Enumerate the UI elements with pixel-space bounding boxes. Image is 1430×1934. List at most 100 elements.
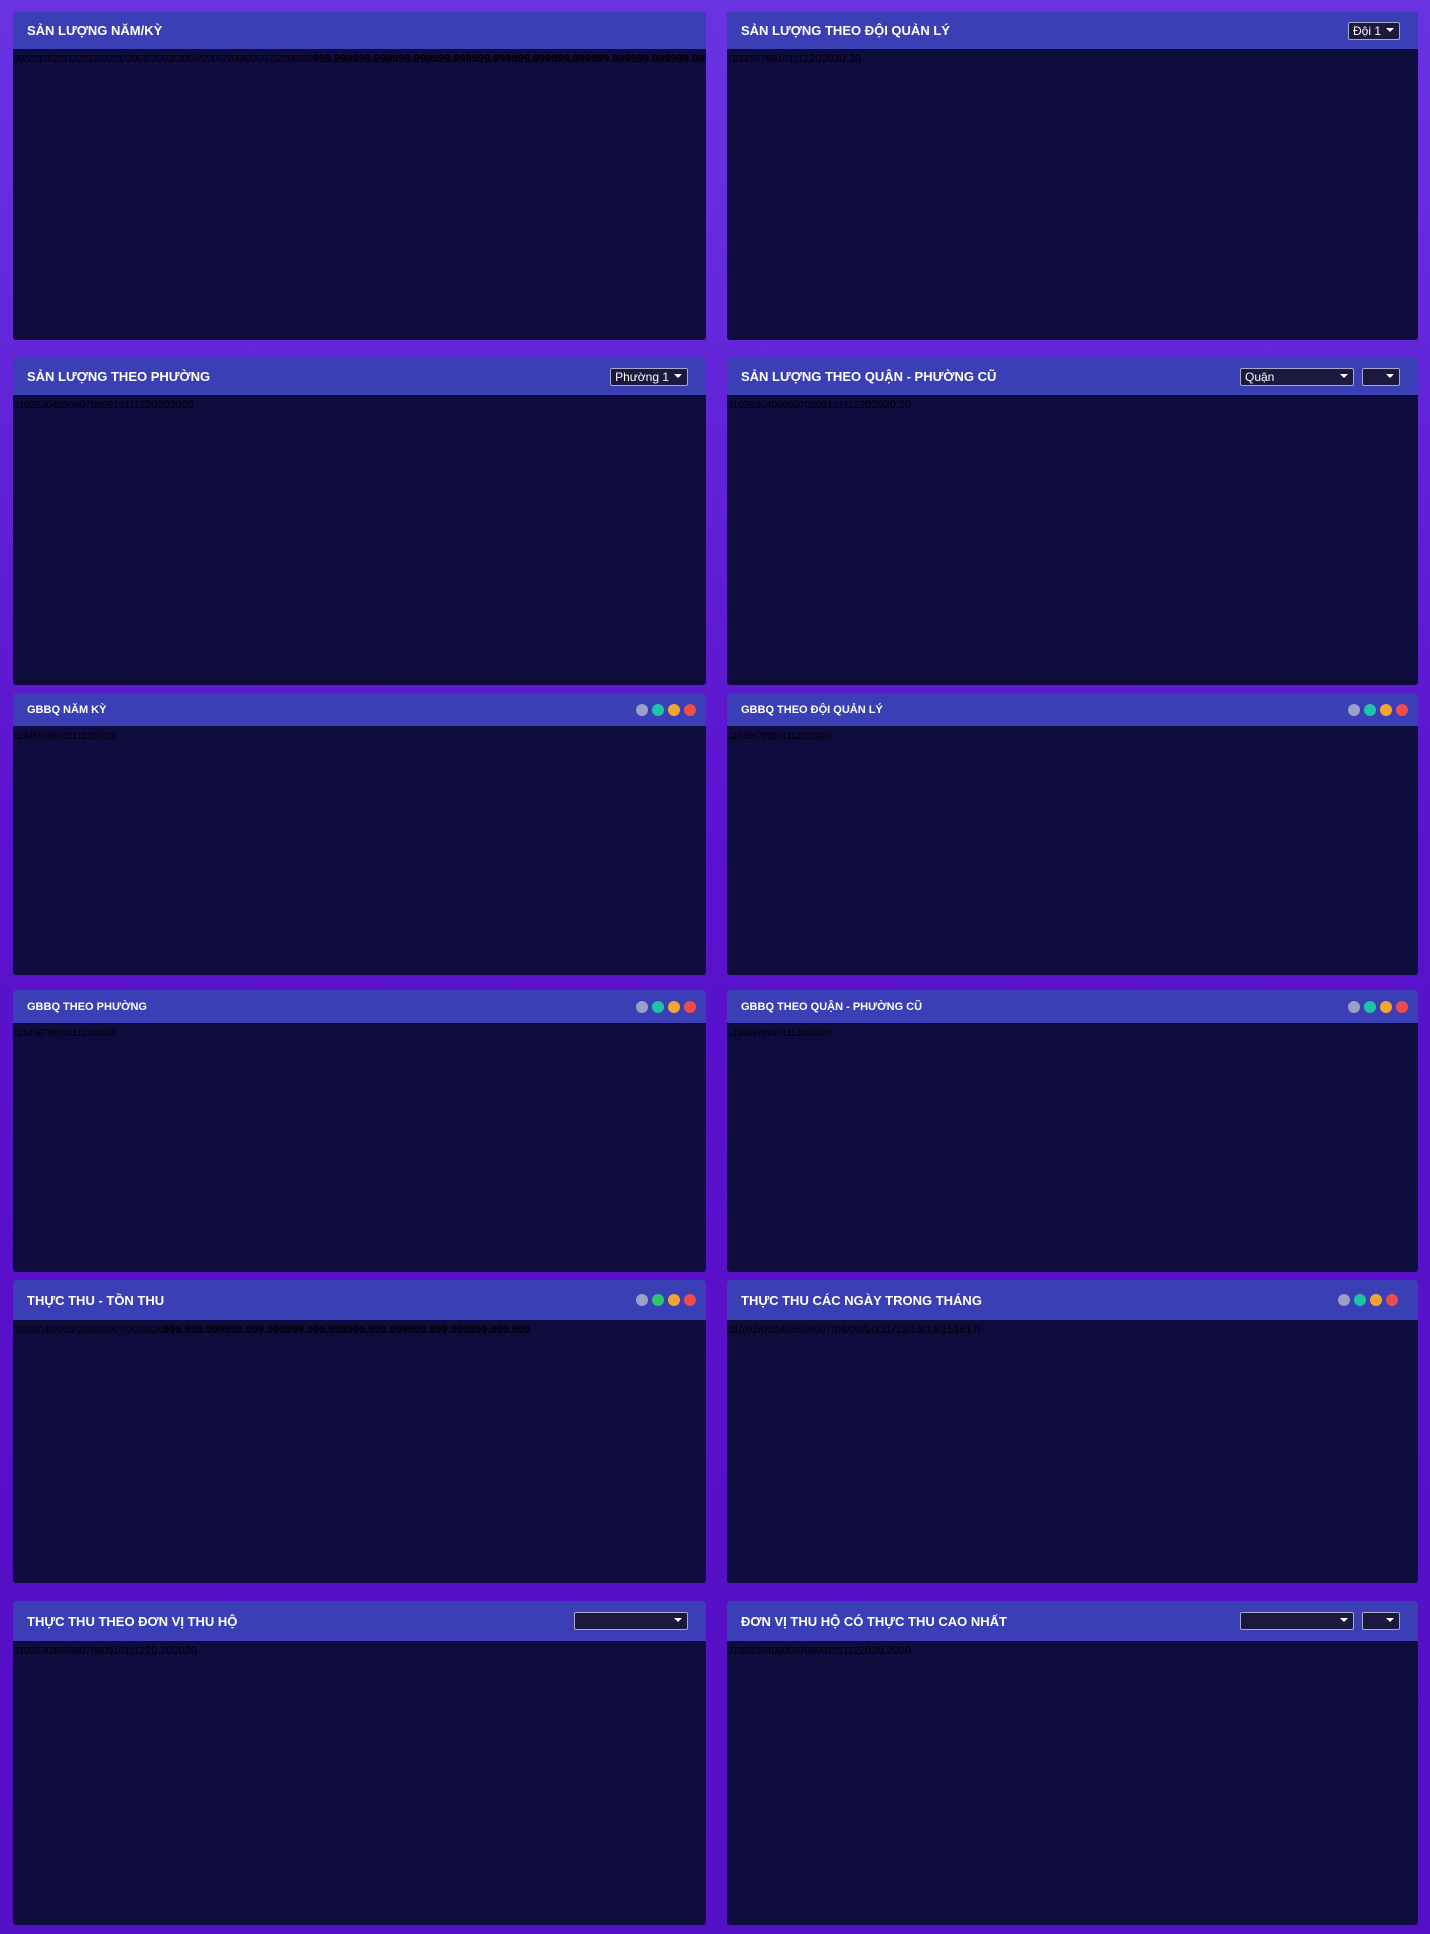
header-button[interactable] [1364, 1000, 1376, 1013]
x-tick-label: 09 [816, 1646, 828, 1657]
panel: GBBQ THEO QUẬN - PHƯỜNG CŨ 12345678910111… [727, 990, 1418, 1272]
header-button[interactable] [1338, 1294, 1350, 1306]
chart: 09/2010/2011/2012/2001/2002/2003/2004/20… [13, 49, 706, 67]
panel-title: GBBQ THEO QUẬN - PHƯỜNG CŨ [741, 1000, 923, 1013]
x-tick-label: 06 [782, 400, 794, 411]
x-tick-label: 6 [752, 1028, 758, 1038]
x-tick-label: 2 [732, 731, 738, 741]
x-tick-label: 06/20 [237, 54, 263, 65]
x-tick-label: 04/ [773, 1324, 789, 1336]
panel: SẢN LƯỢNG THEO PHƯỜNG Phường 1 01020304050… [13, 358, 706, 685]
dropdown[interactable]: Quận [1240, 367, 1354, 386]
x-tick-label: 11 [68, 731, 77, 741]
header-button[interactable] [1396, 1000, 1408, 1013]
x-tick-label: 12 [847, 400, 860, 411]
header-button[interactable] [652, 1000, 664, 1013]
dropdown[interactable] [1362, 1612, 1400, 1630]
header-button[interactable] [1370, 1294, 1382, 1306]
legend-label: 20 [184, 1645, 198, 1657]
header-button[interactable] [636, 1000, 648, 1013]
header-button[interactable] [1380, 1000, 1392, 1013]
x-tick-label: 03 [35, 400, 47, 411]
legend-label: 20 [821, 53, 834, 65]
x-tick-label: 11 [68, 1028, 77, 1038]
header-button[interactable] [1348, 1000, 1360, 1013]
x-tick-label: 08 [90, 400, 102, 411]
legend-label: 20 [871, 399, 884, 411]
x-tick-label: 03 [35, 1646, 47, 1657]
x-tick-label: 08/20 [138, 1325, 164, 1336]
header-button[interactable] [1364, 703, 1376, 716]
chart: 03/2004/2005/2006/2007/2008/20999.999.99… [13, 1320, 530, 1338]
legend-label: 20 [810, 1028, 821, 1038]
x-tick-label: 07 [79, 1646, 91, 1657]
header-button[interactable] [1396, 703, 1408, 716]
x-tick-label: 9 [53, 731, 59, 741]
x-tick-label: 16 [953, 1324, 966, 1336]
panel: SẢN LƯỢNG THEO ĐỘI QUẢN LÝ Đội 1 123456789… [727, 12, 1418, 340]
header-button[interactable] [684, 1294, 696, 1306]
legend-label: 20 [160, 1645, 173, 1657]
x-tick-label: 06 [68, 400, 80, 411]
panel: THỰC THU CÁC NGÀY TRONG THÁNG 01/(02/0304… [727, 1280, 1418, 1583]
header-button[interactable] [668, 1294, 680, 1306]
data-label: 999.999.999 [285, 1324, 347, 1336]
panel: ĐƠN VỊ THU HỘ CÓ THỰC THU CAO NHẤT 010203… [727, 1601, 1418, 1925]
x-tick-label: 3 [738, 54, 744, 65]
legend-label: 20 [808, 53, 822, 65]
panel: SẢN LƯỢNG NĂM/KỲ 09/2010/2011/2012/2001/2… [13, 12, 706, 340]
header-button[interactable] [652, 1294, 664, 1306]
header-button[interactable] [636, 1294, 648, 1306]
legend-label: 20 [810, 731, 821, 741]
x-tick-label: 8 [48, 1028, 54, 1038]
x-tick-label: 14/ [925, 1324, 941, 1336]
x-tick-label: 06/ [804, 1324, 820, 1336]
dropdown[interactable]: Đội 1 [1347, 21, 1400, 40]
x-tick-label: 12/ [895, 1324, 911, 1336]
header-button[interactable] [1354, 1294, 1366, 1306]
header-button[interactable] [636, 703, 648, 716]
panel-title: SẢN LƯỢNG THEO PHƯỜNG [27, 369, 211, 384]
x-tick-label: 1 [727, 54, 733, 65]
data-label: 999.999 [431, 53, 472, 65]
x-tick-label: 03 [749, 1646, 761, 1657]
x-tick-label: 04/20 [187, 54, 213, 65]
legend-label: 20 [898, 1645, 912, 1657]
x-tick-label: 4 [742, 731, 748, 741]
legend-label: 20 [859, 1645, 872, 1657]
header-button[interactable] [1380, 703, 1392, 716]
x-tick-label: 5 [33, 731, 39, 741]
x-tick-label: 9 [771, 54, 778, 65]
header-button[interactable] [684, 1000, 696, 1013]
x-tick-label: 05 [771, 1646, 783, 1657]
x-tick-label: 03/20 [162, 54, 188, 65]
chart: 123456789101112202020 [13, 1023, 117, 1041]
x-tick-label: 10 [827, 1646, 839, 1657]
x-tick-label: 11 [788, 54, 798, 65]
x-tick-label: 12 [790, 1028, 801, 1038]
legend-label: 20. [871, 1645, 887, 1657]
panel-header: GBBQ THEO ĐỘI QUẢN LÝ [727, 693, 1418, 726]
x-tick-label: 04 [760, 400, 772, 411]
dropdown[interactable] [1362, 367, 1400, 386]
dropdown[interactable] [1240, 1612, 1354, 1630]
dropdown[interactable] [574, 1612, 688, 1630]
header-button[interactable] [668, 1000, 680, 1013]
dropdown[interactable]: Phường 1 [610, 367, 688, 386]
header-button[interactable] [684, 703, 696, 716]
header-button[interactable] [1348, 703, 1360, 716]
x-tick-label: 17/ [965, 1324, 981, 1336]
x-tick-label: 6 [752, 731, 758, 741]
header-button[interactable] [1386, 1294, 1398, 1306]
header-button[interactable] [652, 703, 664, 716]
x-tick-label: 01/20 [112, 54, 138, 65]
x-tick-label: 8 [762, 731, 768, 741]
x-tick-label: 11 [782, 1028, 791, 1038]
x-tick-label: 01 [13, 400, 25, 411]
x-tick-label: 02 [738, 1646, 750, 1657]
x-tick-label: 11 [124, 400, 134, 411]
x-tick-label: 12 [133, 1646, 146, 1657]
header-button[interactable] [668, 703, 680, 716]
x-tick-label: 12 [797, 54, 809, 65]
panel-title: SẢN LƯỢNG NĂM/KỲ [27, 23, 163, 38]
